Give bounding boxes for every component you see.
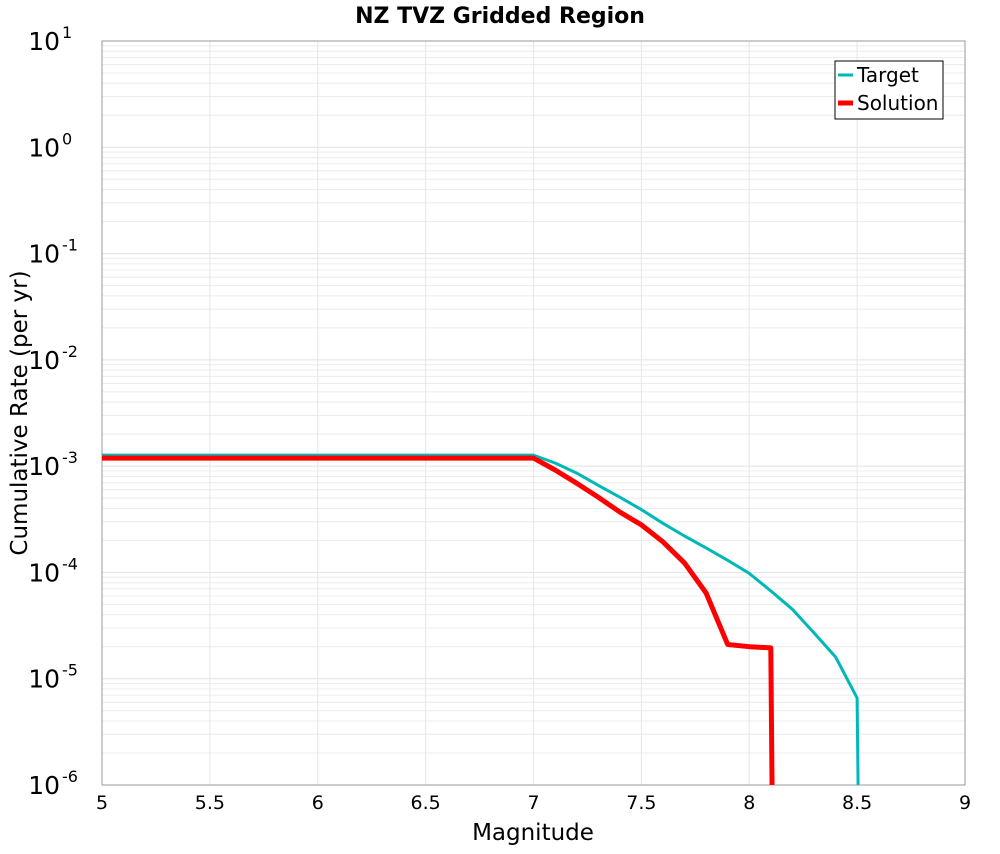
series-line-solution [102, 455, 775, 785]
legend-box [834, 60, 944, 120]
grid [101, 41, 966, 786]
y-tick-label: 10 [28, 665, 60, 694]
chart-title: NZ TVZ Gridded Region [355, 4, 645, 29]
legend-label-solution: Solution [857, 91, 938, 115]
y-tick-label: 10 [28, 346, 60, 375]
y-tick-label: 10 [28, 452, 60, 481]
x-tick-label: 7 [527, 792, 539, 814]
y-tick-exponent: -1 [62, 236, 78, 255]
x-tick-label: 7.5 [626, 792, 656, 814]
y-tick-label: 10 [28, 27, 60, 56]
y-tick-exponent: 1 [62, 23, 72, 42]
x-tick-label: 8 [743, 792, 755, 814]
x-tick-label: 6.5 [411, 792, 441, 814]
y-tick-exponent: -5 [62, 661, 78, 680]
y-tick-exponent: -3 [62, 448, 78, 467]
x-tick-label: 9 [959, 792, 971, 814]
y-axis-label: Cumulative Rate (per yr) [7, 270, 33, 555]
y-tick-exponent: 0 [62, 129, 72, 148]
y-tick-exponent: -4 [62, 554, 78, 573]
legend: Target Solution [834, 60, 944, 120]
x-tick-label: 5 [96, 792, 108, 814]
y-tick-label: 10 [28, 771, 60, 800]
x-axis-label: Magnitude [472, 820, 594, 846]
x-tick-label: 5.5 [195, 792, 225, 814]
series-line-target [102, 453, 860, 785]
x-tick-label: 6 [312, 792, 324, 814]
legend-label-target: Target [856, 63, 919, 87]
x-axis: 5 5.5 6 6.5 7 7.5 8 8.5 9 [96, 792, 971, 814]
y-tick-exponent: -6 [62, 767, 78, 786]
y-tick-label: 10 [28, 240, 60, 269]
y-tick-label: 10 [28, 558, 60, 587]
y-tick-label: 10 [28, 133, 60, 162]
x-tick-label: 8.5 [842, 792, 872, 814]
plot-frame [101, 40, 966, 786]
series-lines [102, 453, 860, 785]
y-tick-exponent: -2 [62, 342, 78, 361]
